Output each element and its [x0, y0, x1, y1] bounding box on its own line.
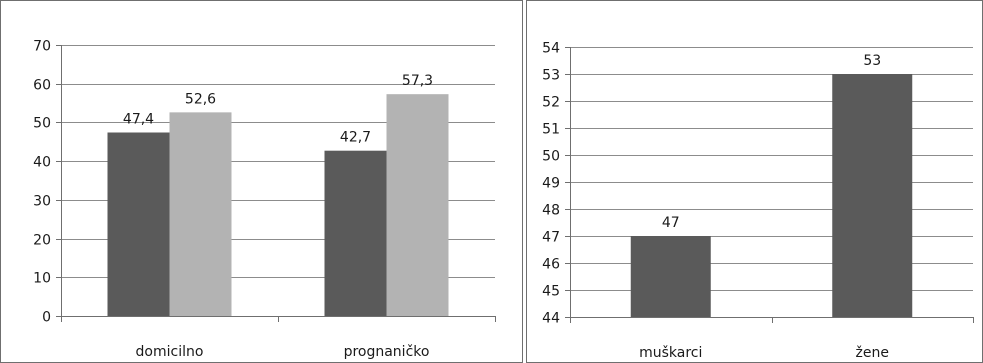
y-tick-label: 47	[542, 230, 560, 246]
y-tick-label: 53	[542, 68, 560, 84]
y-tick-label: 48	[542, 203, 560, 219]
data-label: 57,3	[402, 73, 433, 89]
y-tick-label: 49	[542, 176, 560, 192]
y-tick-label: 40	[33, 155, 51, 171]
y-tick-label: 52	[542, 95, 560, 111]
x-category-label: prognaničko	[344, 344, 430, 360]
residence-bar	[324, 150, 387, 316]
y-tick-label: 70	[33, 39, 51, 55]
chart-gender-svg: 44 45 46 47 48 49 50 51 52 53 54 47 muškarci 53 žene	[542, 41, 974, 361]
y-tick-label: 45	[542, 284, 560, 300]
data-label: 42,7	[340, 130, 371, 146]
y-tick-label: 46	[542, 257, 560, 273]
chart-panel-residence: 0 10 20 30 40 50 60 70 47,4 52,6 domicilno 42,7 57,3…	[0, 0, 523, 363]
y-tick-label: 51	[542, 122, 560, 138]
data-label: 52,6	[185, 91, 216, 107]
residence-bar	[386, 94, 449, 316]
chart-panel-gender: 44 45 46 47 48 49 50 51 52 53 54 47 muškarci 53 žene	[526, 0, 983, 363]
gender-bar	[630, 236, 711, 317]
y-tick-label: 30	[33, 194, 51, 210]
x-category-label: muškarci	[639, 345, 702, 361]
residence-bar	[169, 112, 232, 316]
data-label: 47,4	[123, 111, 154, 127]
y-tick-label: 20	[33, 233, 51, 249]
residence-bar	[107, 132, 170, 316]
y-tick-label: 0	[42, 310, 51, 326]
x-category-label: domicilno	[136, 344, 204, 360]
y-tick-label: 10	[33, 271, 51, 287]
chart-residence-svg: 0 10 20 30 40 50 60 70 47,4 52,6 domicilno 42,7 57,3…	[33, 39, 496, 360]
x-category-label: žene	[856, 345, 889, 361]
y-tick-label: 44	[542, 311, 560, 327]
y-tick-label: 54	[542, 41, 560, 57]
y-tick-label: 50	[542, 149, 560, 165]
data-label: 47	[662, 215, 680, 231]
data-label: 53	[863, 53, 881, 69]
gender-bar	[832, 74, 913, 317]
y-tick-label: 50	[33, 116, 51, 132]
y-tick-label: 60	[33, 78, 51, 94]
